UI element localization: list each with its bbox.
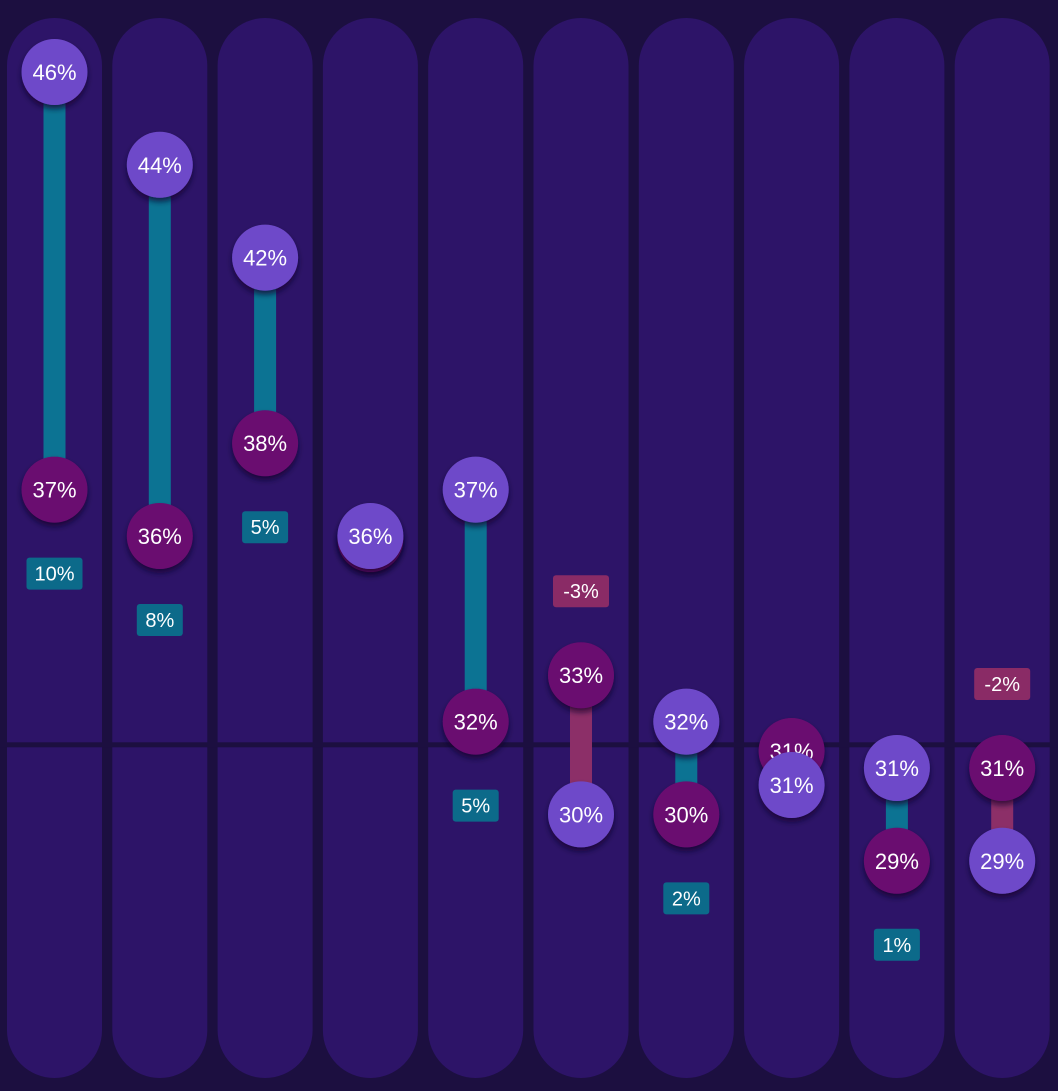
change-badge-2-box	[136, 604, 183, 636]
point-current-10-dot	[969, 827, 1036, 894]
point-current-9-label: 31%	[875, 756, 919, 781]
point-previous-10-label: 31%	[980, 756, 1024, 781]
point-current-7-label: 32%	[664, 710, 708, 735]
change-badge-2-label: 8%	[145, 610, 174, 632]
point-previous-9: 29%	[863, 827, 930, 894]
column-7	[638, 18, 734, 1078]
point-previous-7-label: 30%	[664, 802, 708, 827]
point-previous-2-dot	[126, 503, 193, 569]
point-previous-1: 37%	[21, 456, 88, 523]
change-badge-10-box	[974, 668, 1031, 700]
change-badge-1: 10%	[26, 557, 83, 590]
change-badge-9-box	[873, 928, 920, 961]
point-previous-1-label: 37%	[32, 478, 76, 503]
change-badge-10-label: -2%	[984, 674, 1020, 696]
point-previous-2-label: 36%	[138, 524, 182, 549]
point-current-2-label: 44%	[138, 153, 182, 178]
point-previous-3: 38%	[232, 410, 299, 477]
point-current-5-dot	[442, 456, 509, 523]
change-badge-6: -3%	[553, 575, 609, 608]
change-badge-5-box	[452, 789, 499, 822]
column-9	[849, 18, 945, 1078]
change-badge-7: 2%	[663, 882, 710, 915]
point-previous-1-dot	[21, 456, 88, 523]
connector-6	[570, 675, 592, 815]
column-3	[217, 18, 313, 1078]
point-current-8-label: 31%	[770, 773, 814, 798]
point-current-9-dot	[863, 735, 930, 801]
change-badge-7-label: 2%	[672, 888, 701, 910]
point-current-6-dot	[548, 781, 614, 848]
point-current-4: 36%	[337, 503, 404, 569]
change-badge-9-label: 1%	[882, 935, 911, 957]
change-badge-1-label: 10%	[34, 564, 74, 586]
point-current-2: 44%	[126, 131, 193, 198]
point-current-7-dot	[653, 688, 720, 755]
change-badge-9: 1%	[873, 928, 920, 961]
point-previous-7: 30%	[653, 781, 720, 848]
point-previous-9-label: 29%	[875, 849, 919, 874]
point-previous-6-label: 33%	[559, 663, 603, 688]
column-6	[533, 18, 629, 1078]
change-badge-6-box	[553, 575, 609, 608]
point-previous-5-label: 32%	[454, 710, 498, 735]
point-previous-5-dot	[442, 688, 509, 755]
point-current-5-label: 37%	[454, 478, 498, 503]
column-10	[954, 18, 1050, 1078]
point-current-5: 37%	[442, 456, 509, 523]
point-current-1-label: 46%	[32, 60, 76, 85]
point-current-1-dot	[21, 39, 88, 105]
point-current-1: 46%	[21, 39, 88, 105]
point-current-6-label: 30%	[559, 802, 603, 827]
point-previous-9-dot	[863, 827, 930, 894]
point-current-3-label: 42%	[243, 246, 287, 271]
point-current-4-dot	[337, 503, 404, 569]
change-badge-10: -2%	[974, 668, 1031, 700]
change-badge-3-label: 5%	[251, 517, 280, 539]
point-current-8: 31%	[758, 752, 825, 818]
point-current-8-dot	[758, 752, 825, 818]
point-previous-10-dot	[969, 735, 1036, 801]
reference-line	[0, 742, 1058, 748]
point-current-3-dot	[232, 224, 299, 291]
change-badge-6-label: -3%	[563, 581, 599, 603]
point-current-10: 29%	[969, 827, 1036, 894]
point-previous-6-dot	[548, 642, 614, 709]
point-current-2-dot	[126, 131, 193, 198]
connector-3	[254, 257, 277, 444]
point-current-6: 30%	[548, 781, 614, 848]
change-badge-1-box	[26, 557, 83, 590]
point-previous-3-label: 38%	[243, 431, 287, 456]
change-badge-3-box	[242, 511, 289, 544]
connector-5	[464, 489, 487, 722]
point-previous-6: 33%	[548, 642, 614, 709]
point-current-9: 31%	[863, 735, 930, 801]
point-previous-3-dot	[232, 410, 299, 477]
point-previous-7-dot	[653, 781, 720, 848]
change-badge-3: 5%	[242, 511, 289, 544]
point-current-3: 42%	[232, 224, 299, 291]
change-badge-5: 5%	[452, 789, 499, 822]
column-8	[744, 18, 840, 1078]
change-badge-2: 8%	[136, 604, 183, 636]
point-current-4-label: 36%	[348, 524, 392, 549]
point-current-10-label: 29%	[980, 849, 1024, 874]
change-badge-7-box	[663, 882, 710, 915]
change-badge-5-label: 5%	[461, 796, 490, 818]
point-previous-10: 31%	[969, 735, 1036, 801]
point-previous-5: 32%	[442, 688, 509, 755]
point-current-7: 32%	[653, 688, 720, 755]
connector-2	[148, 164, 171, 537]
column-1	[7, 18, 102, 1078]
connector-1	[43, 72, 66, 490]
point-previous-2: 36%	[126, 503, 193, 569]
